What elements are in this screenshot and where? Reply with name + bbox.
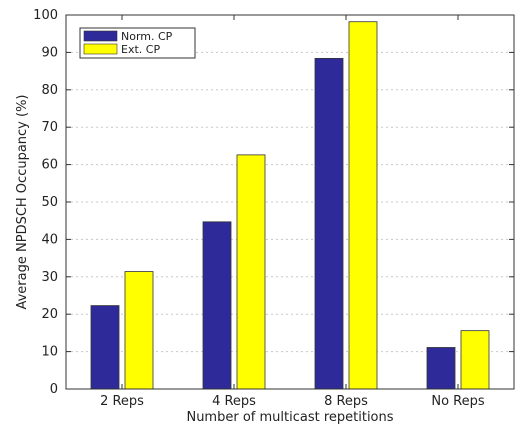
legend-swatch (83, 30, 118, 42)
y-tick-label: 50 (41, 195, 58, 210)
y-tick-label: 20 (41, 307, 58, 322)
bar-norm-cp-no-reps (426, 347, 456, 390)
y-tick-label: 70 (41, 120, 58, 135)
y-tick-label: 80 (41, 83, 58, 98)
x-tick-label: No Reps (431, 394, 485, 409)
x-tick-label: 2 Reps (100, 394, 144, 409)
legend-swatch (83, 43, 118, 55)
y-tick-label: 30 (41, 270, 58, 285)
bar-ext-cp-8-reps (348, 21, 378, 390)
x-tick-label: 8 Reps (324, 394, 368, 409)
y-tick-label: 60 (41, 158, 58, 173)
bars (90, 21, 490, 390)
bar-ext-cp-4-reps (236, 154, 266, 390)
legend-label: Norm. CP (121, 30, 173, 43)
x-tick-label: 4 Reps (212, 394, 256, 409)
bar-norm-cp-4-reps (202, 221, 232, 390)
y-tick-label: 10 (41, 345, 58, 360)
y-tick-label: 40 (41, 232, 58, 247)
y-axis: 0 10 20 30 40 50 60 70 80 90 100 (33, 8, 514, 397)
y-tick-label: 0 (50, 382, 58, 397)
bar-norm-cp-8-reps (314, 57, 344, 390)
y-tick-label: 90 (41, 45, 58, 60)
bar-ext-cp-no-reps (460, 330, 490, 390)
x-axis: 2 Reps 4 Reps 8 Reps No Reps (100, 15, 485, 409)
bar-norm-cp-2-reps (90, 305, 120, 390)
y-tick-label: 100 (33, 8, 58, 23)
legend-label: Ext. CP (121, 43, 160, 56)
y-axis-title: Average NPDSCH Occupancy (%) (15, 94, 30, 309)
bar-ext-cp-2-reps (124, 271, 154, 390)
x-axis-title: Number of multicast repetitions (186, 410, 393, 425)
